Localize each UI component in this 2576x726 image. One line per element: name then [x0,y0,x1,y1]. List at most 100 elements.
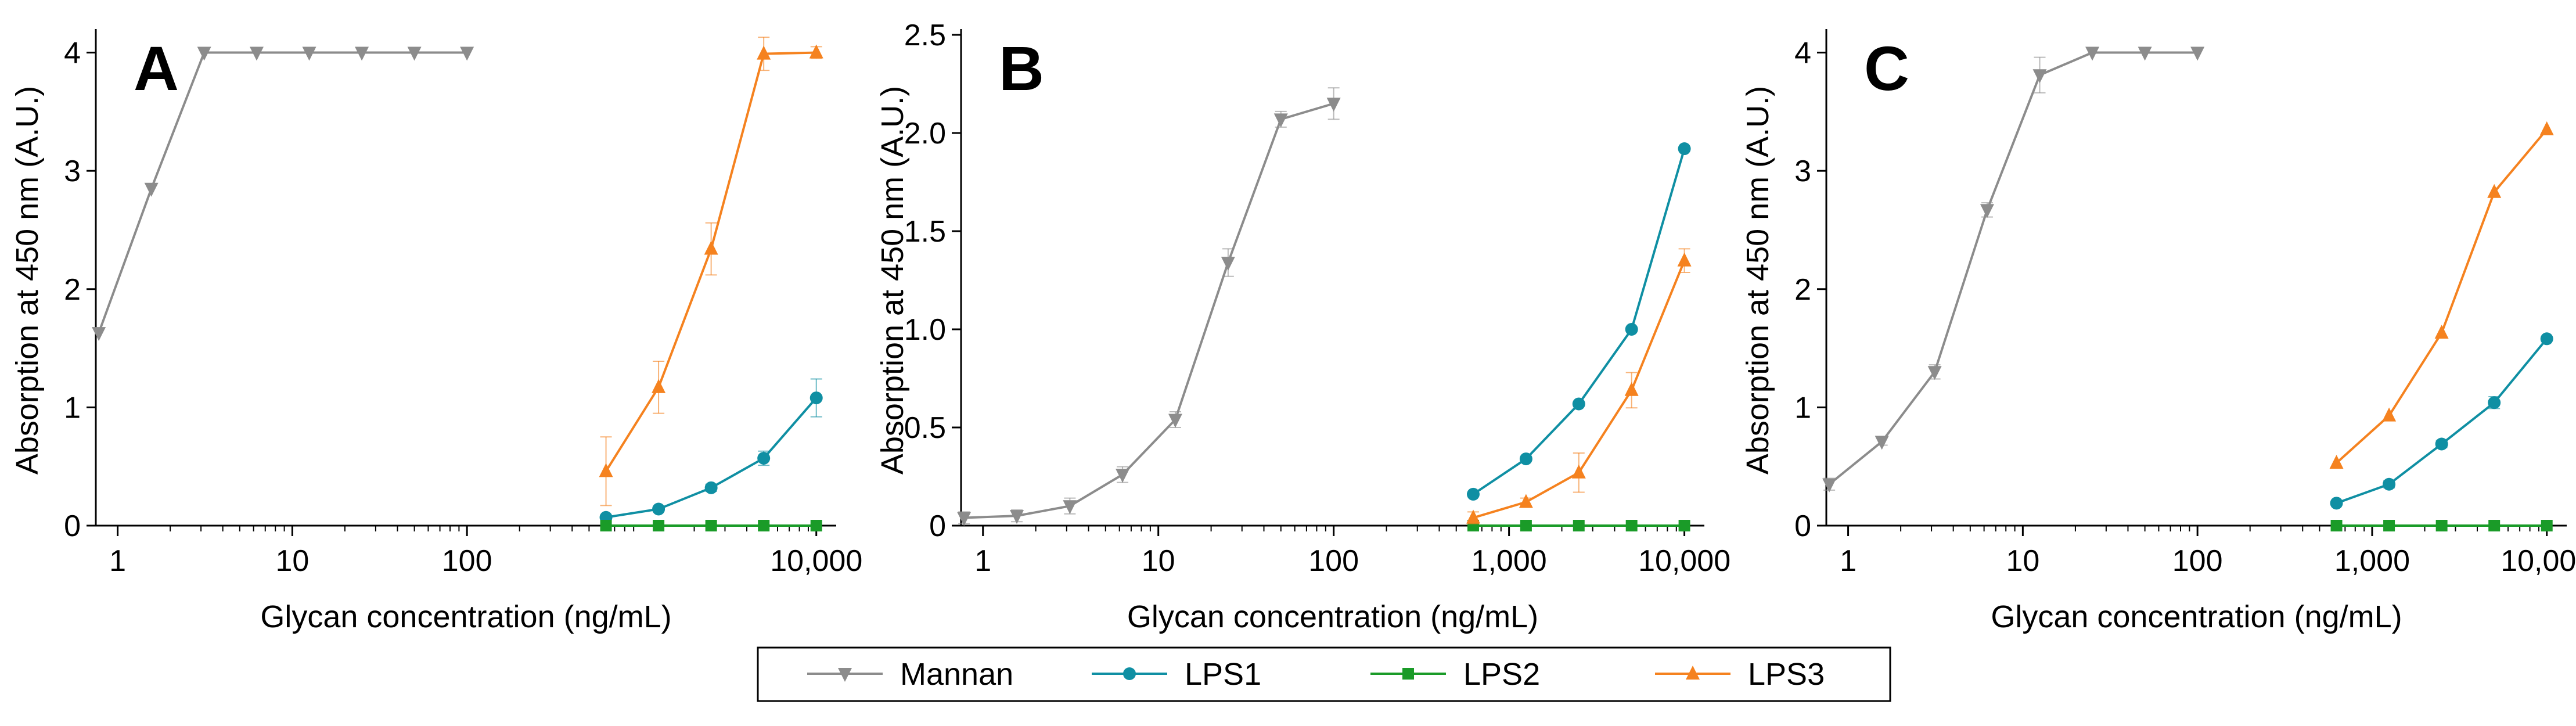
data-point [92,327,106,342]
series-line [964,102,1334,519]
x-tick-label: 10,000 [1638,544,1730,578]
legend-entry-lps1: LPS1 [1092,657,1261,692]
y-axis-label: Absorption at 450 nm (A.U.) [10,86,45,475]
series-mannan [957,87,1341,526]
y-tick-label: 4 [1794,37,1811,70]
data-point [460,46,474,61]
legend-marker [1123,667,1136,680]
y-tick-label: 0 [929,509,946,543]
data-point [705,520,717,531]
data-point [2032,69,2047,84]
y-tick-label: 3 [1794,154,1811,188]
data-point [2383,477,2396,491]
data-point [1520,520,1532,531]
data-point [1221,257,1235,271]
data-point [2329,455,2344,469]
data-point [652,502,665,516]
data-point [302,46,316,61]
panel-letter: A [134,33,179,103]
data-point [144,182,159,197]
y-tick-label: 0.5 [904,411,946,445]
data-point [1571,464,1586,479]
series-lps1 [2330,332,2553,510]
data-point [1326,98,1341,112]
data-point [2488,520,2501,531]
data-point [1822,478,1837,493]
y-tick-label: 1 [64,391,81,425]
data-point [757,45,771,60]
data-point [1875,436,1889,450]
y-tick-label: 1.5 [904,215,946,249]
series-lps3 [599,37,823,506]
data-point [2085,46,2100,61]
x-tick-label: 10,000 [770,544,862,578]
data-point [757,451,771,465]
series-lps3 [2329,121,2554,469]
data-point [809,44,823,59]
data-point [653,520,665,531]
x-tick-label: 10 [2006,544,2039,578]
y-tick-label: 0 [1794,509,1811,543]
data-point [2383,520,2395,531]
panel-letter: B [999,33,1044,103]
data-point [704,240,718,255]
data-point [2434,325,2449,339]
y-axis-label: Absorption at 450 nm (A.U.) [875,86,910,475]
x-tick-label: 1,000 [2334,544,2410,578]
data-point [2488,396,2501,409]
data-point [1980,204,1994,218]
series-lps2 [2330,520,2553,531]
legend-marker [1686,666,1700,680]
data-point [1573,520,1585,531]
y-tick-label: 2 [1794,273,1811,307]
x-tick-label: 100 [442,544,492,578]
data-point [1572,397,1585,411]
data-point [1063,500,1077,515]
legend-marker [1402,668,1414,680]
y-tick-label: 4 [64,37,81,70]
y-tick-label: 1.0 [904,313,946,347]
legend-entry-lps3: LPS3 [1655,657,1825,692]
y-tick-label: 0 [64,509,81,543]
data-point [2330,520,2343,531]
data-point [652,379,666,393]
data-point [2382,407,2397,422]
data-point [810,391,823,405]
series-mannan [92,46,474,342]
data-point [2539,121,2554,135]
data-point [2487,184,2502,198]
data-point [704,481,718,494]
data-point [600,520,612,531]
y-tick-label: 3 [64,154,81,188]
data-point [1625,323,1638,336]
data-point [1678,520,1690,531]
data-point [758,520,770,531]
data-point [2190,46,2205,61]
legend-label: Mannan [900,657,1013,692]
data-point [1678,142,1691,156]
data-point [957,512,972,526]
data-point [1677,252,1692,267]
data-point [1116,469,1130,483]
legend-entry-mannan: Mannan [807,657,1013,692]
data-point [599,463,613,477]
y-axis-label: Absorption at 450 nm (A.U.) [1740,86,1775,475]
x-axis-label: Glycan concentration (ng/mL) [1127,599,1538,634]
data-point [1466,509,1480,524]
y-tick-label: 2 [64,273,81,307]
series-line [1828,51,2198,486]
data-point [1273,113,1288,128]
data-point [1927,366,1942,380]
data-point [2435,520,2448,531]
series-line [98,51,467,333]
data-point [810,520,822,531]
data-point [2540,332,2553,346]
chart-panel-b: 0 0.5 1.0 1.5 2.0 2.5 1 10 100 1,000 10,000 Glycan … [875,19,1730,634]
x-axis-label: Glycan concentration (ng/mL) [1991,599,2402,634]
data-point [2541,520,2553,531]
series-lps1 [1466,142,1691,501]
